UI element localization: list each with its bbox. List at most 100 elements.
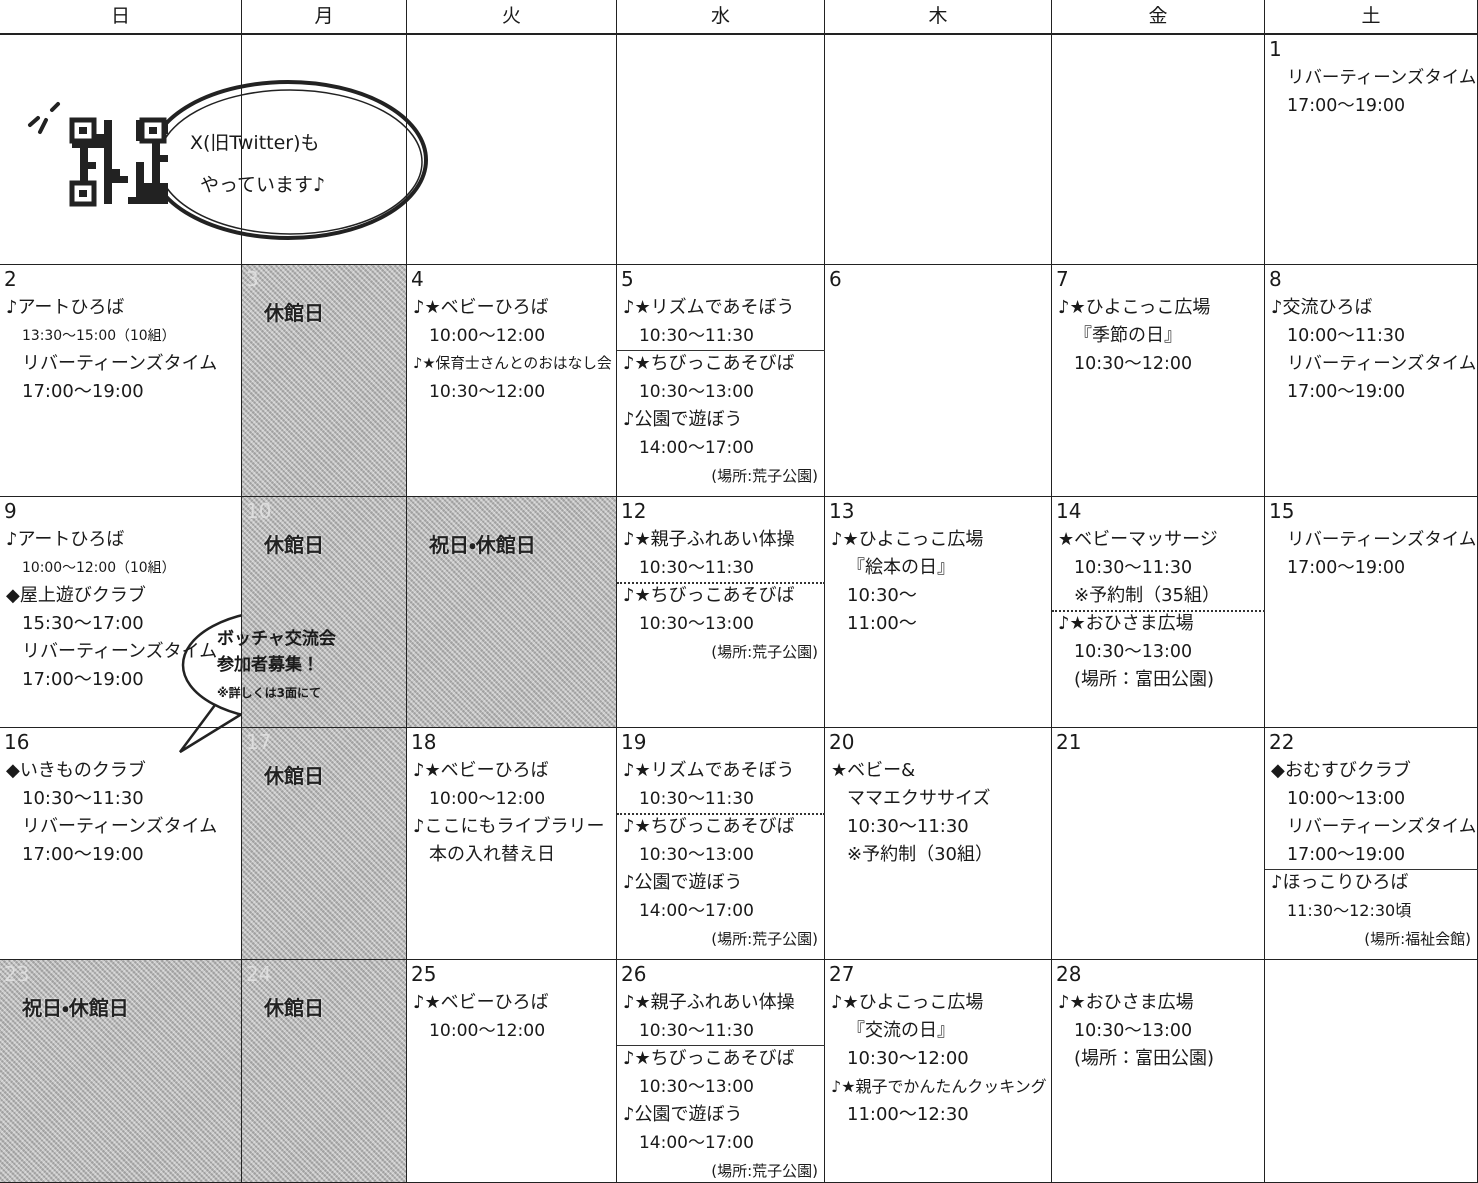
day-number: 22 — [1269, 730, 1295, 754]
spark — [50, 102, 60, 112]
event-line: (場所:荒子公園) — [711, 930, 818, 948]
day-cell — [407, 35, 617, 265]
holiday-label: 祝日・休館日 — [22, 996, 129, 1020]
qr-dot — [104, 134, 112, 141]
event-line: ★ベビー& — [831, 760, 916, 781]
spark — [28, 116, 40, 127]
divider — [1265, 869, 1478, 870]
event-line: ♪★ベビーひろば — [413, 992, 549, 1013]
event-line: 14:00～17:00 — [639, 1133, 754, 1153]
qr-finder-core — [149, 127, 157, 134]
event-line: ◆屋上遊びクラブ — [6, 585, 146, 606]
day-cell: 15 リバーティーンズタイム 17:00～19:00 — [1265, 497, 1478, 728]
weekday-header: 日 — [0, 0, 242, 35]
event-line: 10:30～11:30 — [639, 1021, 754, 1041]
event-line: ◆おむすびクラブ — [1271, 760, 1411, 781]
day-number: 1 — [1269, 37, 1282, 61]
event-line: 10:30～12:00 — [429, 382, 546, 402]
day-cell: 16 ◆いきものクラブ 10:30～11:30 リバーティーンズタイム 17:00～19… — [0, 728, 242, 960]
event-line: 10:00～11:30 — [1287, 326, 1406, 346]
event-line: リバーティーンズタイム — [1287, 354, 1477, 374]
qr-dot — [104, 120, 112, 127]
day-cell: 18 ♪★ベビーひろば 10:00～12:00 ♪ここにもライブラリー 本の入れ替え日 — [407, 728, 617, 960]
event-line: 10:00～12:00 — [429, 789, 546, 809]
event-line: ♪交流ひろば — [1271, 297, 1373, 318]
weekday-header: 土 — [1265, 0, 1478, 35]
event-line: 17:00～19:00 — [1287, 558, 1406, 578]
event-line: 『絵本の日』 — [847, 557, 955, 578]
day-cell: 13 ♪★ひよこっこ広場 『絵本の日』 10:30～ 11:00～ — [825, 497, 1052, 728]
weekday-header: 金 — [1052, 0, 1265, 35]
day-number: 25 — [411, 962, 437, 986]
day-cell: 9 ♪アートひろば 10:00～12:00（10組） ◆屋上遊びクラブ 15:30～17… — [0, 497, 242, 728]
qr-dot — [72, 141, 80, 148]
event-line: ◆いきものクラブ — [6, 760, 146, 781]
qr-dot — [88, 162, 96, 169]
event-line: 10:30～13:00 — [639, 1077, 754, 1097]
event-line: 11:30～12:30頃 — [1287, 901, 1412, 920]
qr-dot — [96, 141, 104, 148]
holiday-label: 休館日 — [264, 533, 324, 557]
event-line: ♪ここにもライブラリー — [413, 816, 605, 837]
qr-dot — [104, 162, 112, 169]
event-line: ※予約制（30組） — [847, 844, 993, 865]
event-line: ★ベビーマッサージ — [1058, 529, 1218, 550]
bubble-text: 参加者募集！ — [217, 655, 319, 675]
day-cell: 19 ♪★リズムであそぼう 10:30～11:30 ♪★ちびっこあそびば 10:30～1… — [617, 728, 825, 960]
qr-dot — [104, 155, 112, 162]
day-cell: 祝日・休館日 — [407, 497, 617, 728]
event-line: ♪★ベビーひろば — [413, 297, 549, 318]
event-line: ♪公園で遊ぼう — [623, 872, 743, 893]
day-number: 23 — [4, 962, 30, 986]
divider — [617, 1045, 825, 1046]
event-line: 15:30～17:00 — [22, 613, 144, 634]
qr-dot — [80, 162, 88, 169]
qr-dot — [104, 127, 112, 134]
day-number: 13 — [829, 499, 855, 523]
weekday-header: 月 — [242, 0, 407, 35]
day-cell — [825, 35, 1052, 265]
day-number: 10 — [246, 499, 272, 523]
event-line: ♪★ひよこっこ広場 — [1058, 297, 1211, 318]
qr-dot — [136, 176, 144, 183]
spark — [38, 118, 48, 134]
qr-dot — [96, 134, 104, 141]
day-cell — [1052, 35, 1265, 265]
event-line: ♪★おひさま広場 — [1058, 992, 1194, 1013]
event-line: 10:30～13:00 — [639, 845, 754, 865]
qr-dot — [136, 190, 144, 197]
day-number: 26 — [621, 962, 647, 986]
day-number: 9 — [4, 499, 17, 523]
promo-text: X(旧Twitter)も — [190, 132, 320, 154]
holiday-label: 休館日 — [264, 764, 324, 788]
day-cell: 20 ★ベビー& ママエクササイズ 10:30～11:30 ※予約制（30組） — [825, 728, 1052, 960]
event-line: 17:00～19:00 — [1287, 845, 1406, 865]
qr-dot — [104, 176, 112, 183]
event-line: 10:30～13:00 — [639, 382, 754, 402]
day-cell: 21 — [1052, 728, 1265, 960]
qr-dot — [136, 197, 144, 204]
qr-finder-core — [79, 190, 87, 197]
qr-dot — [80, 155, 88, 162]
event-line: 17:00～19:00 — [22, 381, 144, 402]
qr-dot — [152, 197, 160, 204]
event-line: ♪★ちびっこあそびば — [623, 816, 795, 837]
qr-dot — [120, 176, 128, 183]
day-cell — [617, 35, 825, 265]
event-line: ♪★リズムであそぼう — [623, 760, 795, 781]
day-cell: 5 ♪★リズムであそぼう 10:30～11:30 ♪★ちびっこあそびば 10:30～13… — [617, 265, 825, 497]
event-line: 17:00～19:00 — [22, 844, 144, 865]
qr-dot — [136, 183, 144, 190]
day-number: 17 — [246, 730, 272, 754]
event-line: ♪アートひろば — [6, 297, 125, 318]
day-number: 24 — [246, 962, 272, 986]
divider — [617, 813, 825, 815]
event-line: ※予約制（35組） — [1074, 585, 1220, 606]
event-line: 『季節の日』 — [1074, 325, 1182, 346]
event-line: 14:00～17:00 — [639, 901, 754, 921]
event-line: 10:30～11:30 — [22, 788, 144, 809]
day-number: 7 — [1056, 267, 1069, 291]
event-line: ♪★親子でかんたんクッキング — [831, 1077, 1047, 1096]
event-line: 10:30～11:30 — [847, 816, 969, 837]
holiday-label: 休館日 — [264, 301, 324, 325]
